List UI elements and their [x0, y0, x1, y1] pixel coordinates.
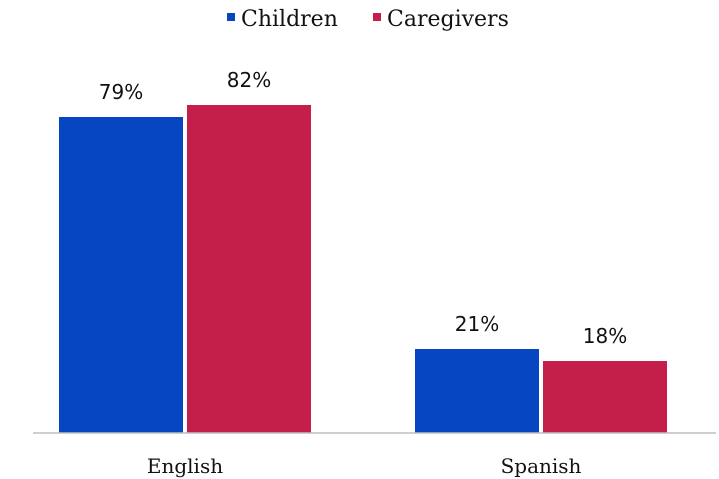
legend-label-children: Children [241, 7, 338, 32]
data-label-caregivers-spanish: 18% [583, 324, 627, 348]
bar-caregivers-english [187, 105, 311, 433]
legend-label-caregivers: Caregivers [387, 7, 509, 32]
bars-group [59, 105, 667, 433]
data-label-children-spanish: 21% [455, 312, 499, 336]
tick-label-english: English [147, 454, 223, 478]
data-label-children-english: 79% [99, 80, 143, 104]
bar-children-english [59, 117, 183, 433]
data-label-caregivers-english: 82% [227, 68, 271, 92]
legend-swatch-caregivers [373, 13, 381, 21]
bar-children-spanish [415, 349, 539, 433]
tick-label-spanish: Spanish [501, 454, 582, 478]
legend: Children Caregivers [227, 7, 509, 32]
legend-swatch-children [227, 13, 235, 21]
data-labels-group: 79% 82% 21% 18% [99, 68, 627, 348]
x-tick-labels-group: English Spanish [147, 454, 582, 478]
bar-caregivers-spanish [543, 361, 667, 433]
